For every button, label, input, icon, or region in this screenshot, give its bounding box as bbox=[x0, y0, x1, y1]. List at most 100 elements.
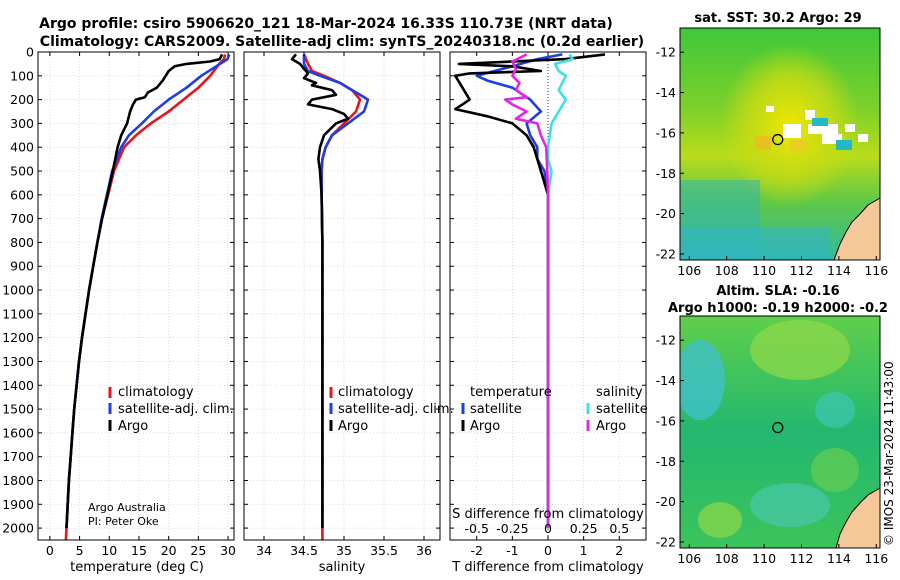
x2-tick-label: 0.5 bbox=[609, 521, 629, 536]
title-line-1: Argo profile: csiro 5906620_121 18-Mar-2… bbox=[39, 16, 613, 32]
x2-tick-label: -0.25 bbox=[496, 521, 528, 536]
map-y-tick-label: -12 bbox=[656, 45, 676, 60]
map-y-tick-label: -18 bbox=[656, 166, 676, 181]
legend-label: Argo bbox=[470, 419, 500, 434]
x2-tick-label: -0.5 bbox=[465, 521, 489, 536]
map-y-tick-label: -16 bbox=[656, 125, 676, 140]
temperature-xlabel: temperature (deg C) bbox=[70, 560, 204, 575]
depth-tick-label: 500 bbox=[10, 164, 34, 179]
series-line-t-satellite bbox=[475, 53, 563, 529]
sst-cool-patch bbox=[680, 228, 830, 260]
sst-map bbox=[680, 28, 880, 260]
depth-tick-label: 1400 bbox=[2, 378, 34, 393]
grid bbox=[244, 51, 440, 540]
title-line-2: Climatology: CARS2009. Satellite-adj cli… bbox=[40, 34, 644, 50]
map-x-tick-label: 110 bbox=[752, 551, 776, 566]
series-line-satellite-adj-clim- bbox=[302, 54, 370, 529]
x-tick-label: -2 bbox=[470, 543, 482, 558]
x-tick-label: 34.5 bbox=[290, 543, 318, 558]
grid bbox=[38, 51, 234, 540]
x-axis: 34 34.5 35 35.5 36 bbox=[256, 52, 432, 558]
x-tick-label: 1 bbox=[580, 543, 588, 558]
x-tick-label: 36 bbox=[416, 543, 432, 558]
x-tick-label: 0 bbox=[46, 543, 54, 558]
x-tick-label: 10 bbox=[101, 543, 117, 558]
x-tick-label: 5 bbox=[76, 543, 84, 558]
sla-map-title: Altim. SLA: -0.16 bbox=[716, 284, 839, 299]
sst-map-axes: 106 108 110 112 114 116 -12 -14 -16 -18 -20 -22 bbox=[656, 27, 888, 278]
depth-tick-label: 1100 bbox=[2, 306, 34, 321]
x-axis: -2 -1 0 1 2 -0.5 -0.25 0 0.25 0.5 bbox=[465, 52, 629, 558]
x-tick-label: 15 bbox=[131, 543, 147, 558]
sla-high bbox=[698, 502, 742, 538]
x-tick-label: 30 bbox=[220, 543, 236, 558]
legend-label: Argo bbox=[338, 419, 368, 434]
x-tick-label: -1 bbox=[506, 543, 518, 558]
panel-frame bbox=[243, 51, 441, 541]
sst-map-title: sat. SST: 30.2 Argo: 29 bbox=[694, 11, 861, 26]
series-group bbox=[290, 53, 370, 540]
salinity-panel: 34 34.5 35 35.5 36 bbox=[243, 51, 441, 558]
coastline bbox=[835, 487, 880, 548]
legend-label: climatology bbox=[118, 385, 194, 400]
depth-tick-label: 900 bbox=[10, 259, 34, 274]
depth-tick-label: 1000 bbox=[2, 283, 34, 298]
sla-map-axes: 106 108 110 112 114 116 -12 -14 -16 -18 -20 -22 bbox=[656, 315, 888, 566]
depth-axis: 0 100 200 300 400 500 600 700 800 900 1000 1100 1200… bbox=[2, 45, 34, 536]
difference-legend: temperature satellite Argo salinity sate… bbox=[461, 385, 648, 434]
sla-high bbox=[750, 320, 850, 380]
sla-low bbox=[815, 392, 855, 428]
series-line-s-satellite bbox=[546, 53, 575, 529]
sla-high bbox=[811, 448, 859, 492]
map-y-tick-label: -14 bbox=[656, 373, 676, 388]
depth-tick-label: 1200 bbox=[2, 330, 34, 345]
depth-tick-label: 100 bbox=[10, 68, 34, 83]
map-y-tick-label: -20 bbox=[656, 494, 676, 509]
difference-xlabel-secondary: S difference from climatology bbox=[452, 507, 644, 522]
map-x-tick-label: 108 bbox=[715, 551, 739, 566]
depth-tick-label: 600 bbox=[10, 187, 34, 202]
x-tick-label: 34 bbox=[256, 543, 272, 558]
depth-tick-label: 400 bbox=[10, 140, 34, 155]
x-tick-label: 25 bbox=[190, 543, 206, 558]
depth-tick-label: 1800 bbox=[2, 473, 34, 488]
map-y-tick-label: -20 bbox=[656, 206, 676, 221]
legend-title-salinity: salinity bbox=[596, 385, 643, 400]
map-y-tick-label: -12 bbox=[656, 333, 676, 348]
pi-credit: PI: Peter Oke bbox=[88, 515, 159, 528]
map-frame bbox=[679, 315, 881, 549]
depth-tick-label: 0 bbox=[26, 45, 34, 60]
series-line-climatology bbox=[64, 54, 227, 540]
series-group bbox=[64, 53, 231, 540]
map-x-tick-label: 112 bbox=[790, 551, 814, 566]
map-x-tick-label: 110 bbox=[752, 263, 776, 278]
difference-xlabel: T difference from climatology bbox=[451, 560, 644, 575]
x-tick-label: 35.5 bbox=[370, 543, 398, 558]
map-y-tick-label: -14 bbox=[656, 85, 676, 100]
map-frame bbox=[679, 27, 881, 261]
x-tick-label: 0 bbox=[544, 543, 552, 558]
depth-tick-label: 200 bbox=[10, 92, 34, 107]
series-line-s-argo bbox=[503, 53, 550, 529]
depth-tick-label: 300 bbox=[10, 116, 34, 131]
map-x-tick-label: 108 bbox=[715, 263, 739, 278]
map-y-tick-label: -16 bbox=[656, 413, 676, 428]
series-line-t-argo bbox=[454, 53, 606, 529]
series-line-argo bbox=[290, 53, 350, 529]
depth-tick-label: 700 bbox=[10, 211, 34, 226]
map-x-tick-label: 114 bbox=[827, 263, 851, 278]
depth-tick-label: 1700 bbox=[2, 449, 34, 464]
depth-tick-label: 1500 bbox=[2, 402, 34, 417]
x-tick-label: 2 bbox=[615, 543, 623, 558]
legend-title-temperature: temperature bbox=[470, 385, 552, 400]
legend-label: Argo bbox=[118, 419, 148, 434]
legend-label: satellite-adj. clim. bbox=[118, 402, 234, 417]
series-line-argo bbox=[65, 53, 224, 529]
argo-float-marker bbox=[772, 133, 784, 146]
map-x-tick-label: 116 bbox=[864, 551, 888, 566]
sla-low bbox=[750, 483, 830, 527]
difference-panel: -2 -1 0 1 2 -0.5 -0.25 0 0.25 0.5 bbox=[449, 51, 647, 558]
panel-frame bbox=[37, 51, 235, 541]
legend-label: Argo bbox=[596, 419, 626, 434]
